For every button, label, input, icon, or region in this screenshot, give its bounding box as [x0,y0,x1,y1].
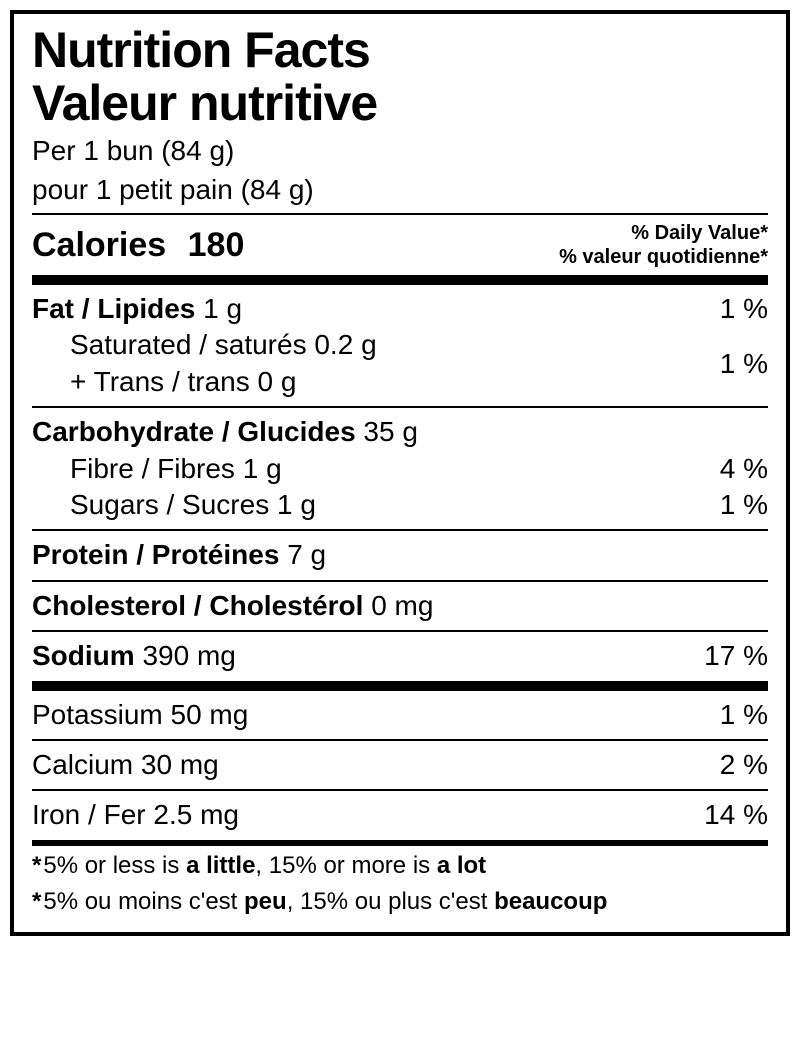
footnote-en: *5% or less is a little, 15% or more is … [32,850,768,882]
fibre-label: Fibre / Fibres [70,453,235,484]
fibre-amount: 1 g [243,453,282,484]
sugars-row: Sugars / Sucres 1 g 1 % [32,487,768,523]
sugars-amount: 1 g [277,489,316,520]
divider-thick [32,840,768,846]
divider [32,630,768,632]
sodium-amount: 390 mg [142,640,235,671]
trans-amount: 0 g [258,366,297,397]
protein-label: Protein / Protéines [32,539,279,570]
fat-amount: 1 g [203,293,242,324]
calories-value: 180 [188,226,245,264]
iron-label: Iron / Fer [32,799,146,830]
title-fr: Valeur nutritive [32,77,768,130]
dv-en: % Daily Value* [559,221,768,245]
potassium-dv: 1 % [720,697,768,733]
sodium-row: Sodium 390 mg 17 % [32,638,768,674]
nutrition-facts-panel: Nutrition Facts Valeur nutritive Per 1 b… [10,10,790,936]
calories-label: Calories [32,226,166,264]
potassium-label: Potassium [32,699,163,730]
sugars-label: Sugars / Sucres [70,489,269,520]
serving-en: Per 1 bun (84 g) [32,133,768,168]
foot-en-mid: , 15% or more is [255,852,436,879]
sugars-dv: 1 % [720,487,768,523]
fibre-row: Fibre / Fibres 1 g 4 % [32,451,768,487]
footnote-fr: *5% ou moins c'est peu, 15% ou plus c'es… [32,886,768,918]
cholesterol-row: Cholesterol / Cholestérol 0 mg [32,588,768,624]
asterisk-icon: * [32,888,41,915]
calories-row: Calories 180 % Daily Value* % valeur quo… [32,221,768,269]
calcium-label: Calcium [32,749,133,780]
fat-label: Fat / Lipides [32,293,195,324]
calcium-dv: 2 % [720,747,768,783]
foot-en-little: a little [186,852,255,879]
foot-fr-little: peu [244,888,287,915]
sodium-label: Sodium [32,640,135,671]
foot-en-pre: 5% or less is [43,852,186,879]
asterisk-icon: * [32,852,41,879]
calcium-row: Calcium 30 mg 2 % [32,747,768,783]
calcium-amount: 30 mg [141,749,219,780]
iron-row: Iron / Fer 2.5 mg 14 % [32,797,768,833]
sodium-dv: 17 % [704,638,768,674]
title-en: Nutrition Facts [32,24,768,77]
carb-row: Carbohydrate / Glucides 35 g [32,414,768,450]
saturated-amount: 0.2 g [314,329,376,360]
protein-row: Protein / Protéines 7 g [32,537,768,573]
fibre-dv: 4 % [720,451,768,487]
dv-header: % Daily Value* % valeur quotidienne* [559,221,768,269]
divider [32,406,768,408]
sat-trans-dv: 1 % [720,346,768,382]
sat-trans-row: Saturated / saturés 0.2 g + Trans / tran… [32,327,768,400]
iron-dv: 14 % [704,797,768,833]
foot-fr-pre: 5% ou moins c'est [43,888,244,915]
divider [32,529,768,531]
protein-amount: 7 g [287,539,326,570]
foot-fr-mid: , 15% ou plus c'est [287,888,494,915]
foot-en-lot: a lot [437,852,486,879]
trans-label: + Trans / trans [70,366,250,397]
saturated-label: Saturated / saturés [70,329,307,360]
iron-amount: 2.5 mg [153,799,239,830]
carb-label: Carbohydrate / Glucides [32,416,356,447]
fat-row: Fat / Lipides 1 g 1 % [32,291,768,327]
potassium-row: Potassium 50 mg 1 % [32,697,768,733]
divider-thick [32,681,768,691]
cholesterol-amount: 0 mg [371,590,433,621]
divider [32,580,768,582]
serving-fr: pour 1 petit pain (84 g) [32,172,768,207]
potassium-amount: 50 mg [171,699,249,730]
divider [32,739,768,741]
divider-thick [32,275,768,285]
divider [32,789,768,791]
cholesterol-label: Cholesterol / Cholestérol [32,590,363,621]
dv-fr: % valeur quotidienne* [559,245,768,269]
carb-amount: 35 g [363,416,418,447]
divider [32,213,768,215]
foot-fr-lot: beaucoup [494,888,607,915]
fat-dv: 1 % [720,291,768,327]
